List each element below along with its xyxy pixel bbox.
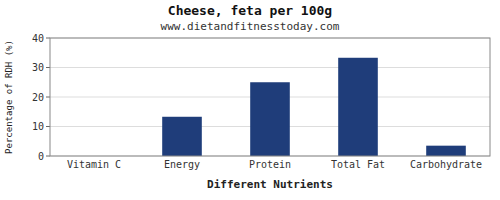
bar [162,117,202,156]
tick-mark [46,38,50,39]
tick-label: Total Fat [331,159,385,170]
tick-label: 20 [32,92,44,103]
y-axis-label: Percentage of RDH (%) [4,40,14,154]
tick-label: 40 [32,33,44,44]
bar [250,82,290,156]
title: Cheese, feta per 100g [168,3,332,18]
tick-mark [46,156,50,157]
chart: 0 10 20 30 40 Vitamin C Energy Protein Total Fat… [0,0,500,200]
tick-label: 0 [38,151,44,162]
tick-label: Vitamin C [67,159,121,170]
tick-mark [46,67,50,68]
subtitle: www.dietandfitnesstoday.com [161,20,340,33]
bar [426,146,466,156]
tick-label: 10 [32,121,44,132]
x-axis-label: Different Nutrients [207,178,333,191]
tick-label: 30 [32,62,44,73]
y-axis: 0 10 20 30 40 [32,33,490,162]
tick-label: Protein [249,159,291,170]
grid-line [50,67,490,68]
plot-frame [50,38,490,156]
tick-label: Energy [164,159,200,170]
tick-mark [46,97,50,98]
bar [338,58,378,156]
tick-mark [46,126,50,127]
tick-label: Carbohydrate [410,159,482,170]
bars [162,58,466,156]
chart-container: 0 10 20 30 40 Vitamin C Energy Protein Total Fat… [0,0,500,200]
x-axis: Vitamin C Energy Protein Total Fat Carbohydr… [67,159,482,170]
